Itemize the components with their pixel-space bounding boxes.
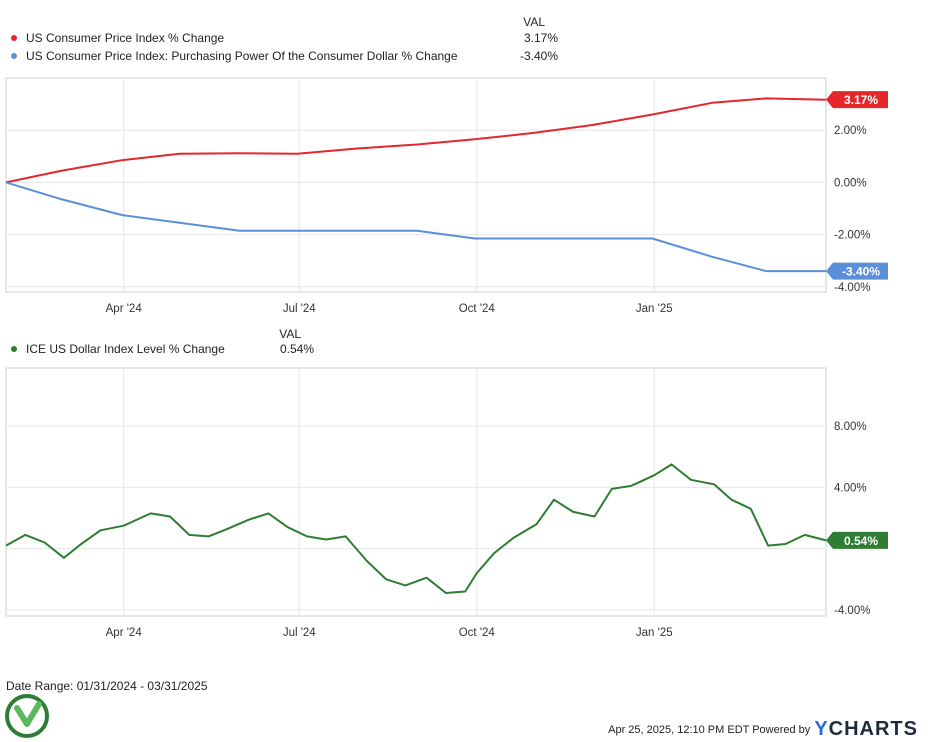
series-line xyxy=(5,97,827,184)
powered-by: Apr 25, 2025, 12:10 PM EDT Powered by YC… xyxy=(608,718,918,741)
y-tick-label: 4.00% xyxy=(834,482,867,494)
date-range-text: Date Range: 01/31/2024 - 03/31/2025 xyxy=(6,679,208,693)
y-tick-label: 8.00% xyxy=(834,421,867,433)
legend-label: ICE US Dollar Index Level % Change xyxy=(26,342,225,356)
x-tick-label: Oct '24 xyxy=(459,303,496,315)
legend-header: VAL xyxy=(279,327,301,341)
x-tick-label: Jul '24 xyxy=(283,303,316,315)
legend-marker xyxy=(11,35,17,41)
x-tick-label: Jan '25 xyxy=(636,303,673,315)
end-value-flag xyxy=(826,531,888,549)
legend-value: -3.40% xyxy=(520,49,558,63)
y-tick-label: 0.00% xyxy=(834,177,867,189)
ycharts-wordmark[interactable]: YCHARTS xyxy=(814,718,918,740)
x-tick-label: Apr '24 xyxy=(106,627,143,639)
legend-value: 0.54% xyxy=(280,342,314,356)
series-line xyxy=(5,463,827,594)
end-value-label: -3.40% xyxy=(842,265,880,279)
y-tick-label: 2.00% xyxy=(834,125,867,137)
legend-marker xyxy=(11,346,17,352)
chart-1: 2.00% 0.00% -2.00% -4.00% Apr '24 Jul '24 Oct … xyxy=(5,15,888,315)
legend-label: US Consumer Price Index: Purchasing Powe… xyxy=(26,49,458,63)
series-line xyxy=(5,181,826,273)
plot-frame xyxy=(5,367,827,617)
x-tick-label: Jul '24 xyxy=(283,627,316,639)
y-tick-label: -4.00% xyxy=(834,282,870,294)
y-tick-label: -4.00% xyxy=(834,605,870,617)
x-tick-label: Jan '25 xyxy=(636,627,673,639)
end-value-label: 0.54% xyxy=(844,534,878,548)
plot-frame xyxy=(5,77,827,293)
ycharts-logo-icon xyxy=(5,694,49,738)
chart-2: 8.00% 4.00% -4.00% Apr '24 Jul '24 Oct '24 Jan… xyxy=(5,327,888,639)
legend-label: US Consumer Price Index % Change xyxy=(26,31,224,45)
end-value-flag xyxy=(826,91,888,109)
legend-header: VAL xyxy=(523,15,545,29)
x-tick-label: Apr '24 xyxy=(106,303,143,315)
end-value-flag xyxy=(826,262,888,280)
x-tick-label: Oct '24 xyxy=(459,627,496,639)
legend-value: 3.17% xyxy=(524,31,558,45)
timestamp-text: Apr 25, 2025, 12:10 PM EDT Powered by xyxy=(608,723,811,736)
end-value-label: 3.17% xyxy=(844,93,878,107)
y-tick-label: -2.00% xyxy=(834,230,870,242)
legend-marker xyxy=(11,53,17,59)
